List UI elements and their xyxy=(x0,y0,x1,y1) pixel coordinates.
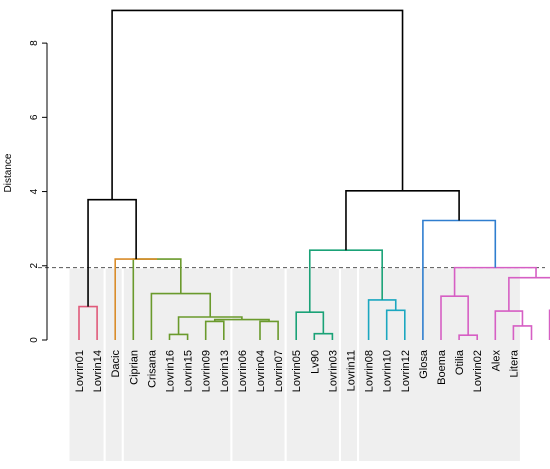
leaf-label: Lovrin10 xyxy=(382,350,394,392)
leaf-label: Boema xyxy=(436,349,448,385)
leaf-label: Lovrin07 xyxy=(273,350,285,392)
dendrogram-link xyxy=(213,318,270,322)
dendrogram-link xyxy=(512,325,533,340)
y-tick-label: 8 xyxy=(29,40,40,46)
cluster-band xyxy=(105,268,122,461)
leaf-label: Dacic xyxy=(110,350,122,378)
y-axis-title: Distance xyxy=(3,153,14,192)
cluster-band xyxy=(341,268,357,461)
dendrogram-link xyxy=(111,9,404,200)
cluster-band xyxy=(286,268,339,461)
leaf-label: Lovrin15 xyxy=(183,350,195,392)
leaf-label: Litera xyxy=(508,349,520,377)
leaf-label: Lovrin13 xyxy=(219,350,231,392)
leaf-label: Lovrin11 xyxy=(346,350,358,391)
cluster-band xyxy=(232,268,285,461)
leaf-label: Lovrin09 xyxy=(201,350,213,392)
leaf-label: Lovrin12 xyxy=(400,350,412,392)
leaf-label: Otilia xyxy=(454,349,466,375)
dendrogram-link xyxy=(114,258,158,340)
leaf-label: Lovrin06 xyxy=(237,350,249,392)
leaf-label: Lovrin04 xyxy=(255,350,267,392)
leaf-label: Lovrin16 xyxy=(165,350,177,392)
dendrogram-link xyxy=(295,311,325,340)
leaf-label: Glosa xyxy=(418,349,430,379)
dendrogram-link xyxy=(440,295,469,340)
leaf-label: Lovrin08 xyxy=(364,350,376,392)
cluster-band xyxy=(123,268,231,461)
leaf-label: Crisana xyxy=(146,349,158,388)
leaf-labels: Lovrin01 Lovrin14 Dacic Ciprian Crisana Lovri… xyxy=(74,349,520,392)
leaf-label: Lovrin03 xyxy=(327,350,339,392)
cluster-band xyxy=(69,268,104,461)
cluster-bands xyxy=(69,268,520,461)
leaf-label: Ciprian xyxy=(128,350,140,385)
y-tick-label: 0 xyxy=(29,337,40,343)
dendrogram-link xyxy=(458,334,478,340)
y-tick-label: 4 xyxy=(29,188,40,194)
leaf-label: Lovrin05 xyxy=(291,350,303,392)
dendrogram-link xyxy=(132,258,182,340)
dendrogram-links xyxy=(78,9,550,340)
leaf-label: Lv90 xyxy=(309,350,321,374)
y-axis: 0 2 4 6 8 xyxy=(29,40,48,343)
y-tick-label: 6 xyxy=(29,114,40,120)
leaf-label: Alex xyxy=(490,350,502,372)
leaf-label: Lovrin02 xyxy=(472,350,484,392)
leaf-label: Lovrin14 xyxy=(92,350,104,392)
leaf-label: Lovrin01 xyxy=(74,350,86,392)
y-tick-label: 2 xyxy=(29,263,40,269)
